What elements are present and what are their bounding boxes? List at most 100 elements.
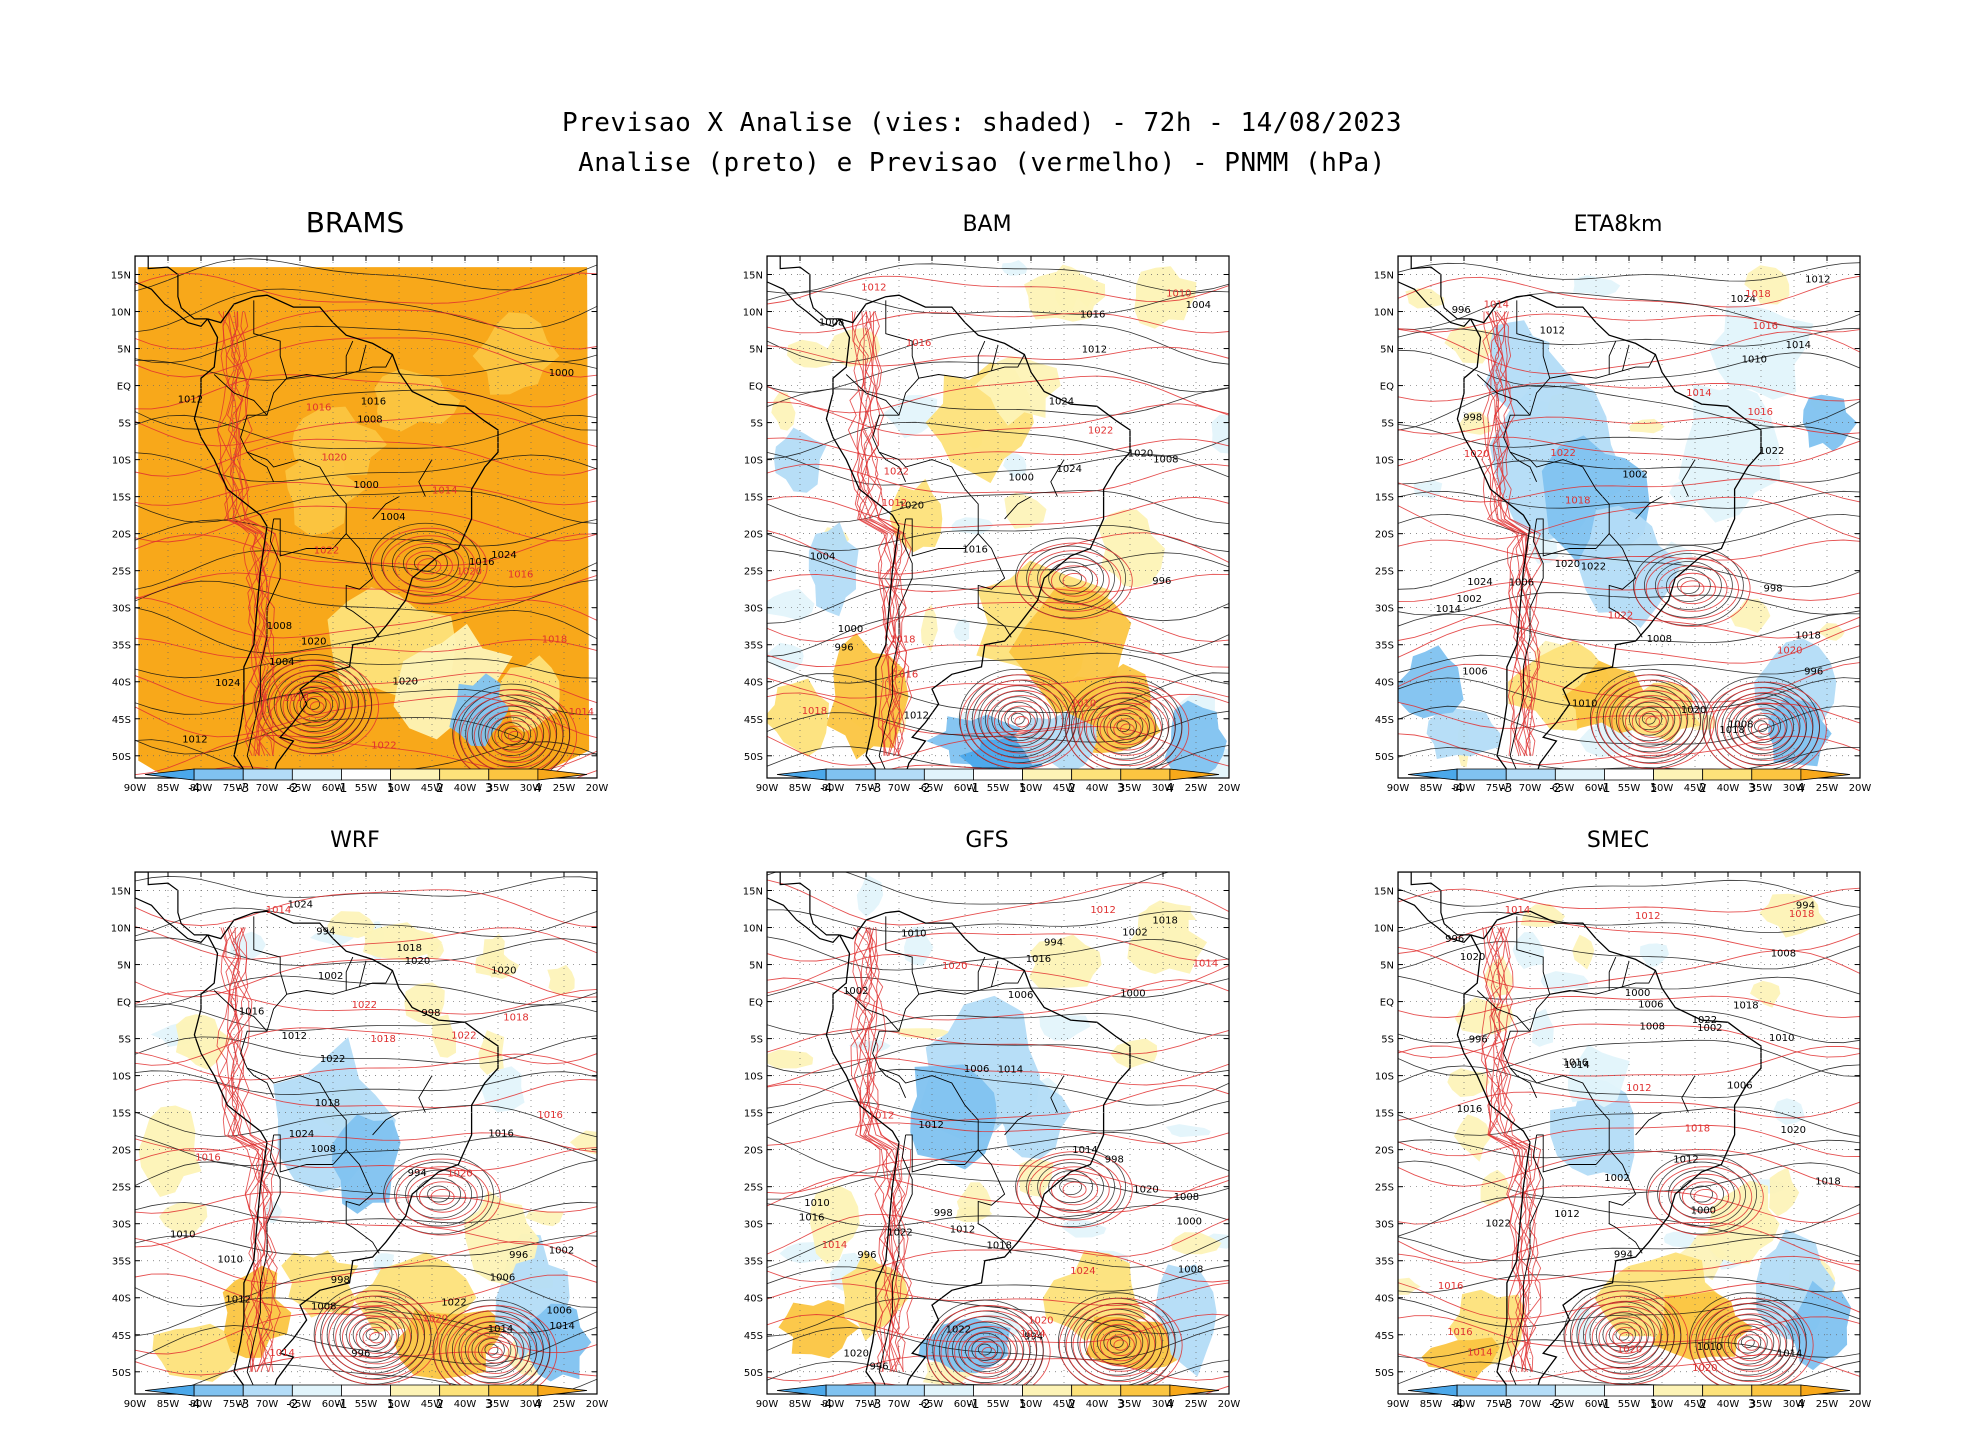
panel-title: BRAMS [305,206,405,239]
contour-label: 1014 [266,905,291,916]
lon-tick-label: 80W [822,1399,845,1410]
lon-tick-label: 45W [1684,783,1707,794]
lat-tick-label: 15N [111,887,131,898]
lat-tick-label: 50S [1375,752,1394,763]
contour-label: 1000 [838,624,863,635]
lon-tick-label: 40W [454,783,477,794]
colorbar-segment [488,768,539,781]
contour-label: 1012 [1805,275,1830,286]
lon-tick-label: 55W [987,783,1010,794]
colorbar-label: 1 [387,1397,395,1411]
contour-label: 1024 [1070,1266,1095,1277]
contour-label: 996 [1804,666,1823,677]
lon-tick-label: 90W [756,783,779,794]
lat-tick-label: 30S [1375,604,1394,615]
contour-label: 1014 [1484,300,1509,311]
colorbar-segment [1702,1384,1753,1397]
contour-label: 1006 [1727,1081,1752,1092]
lon-tick-label: 90W [756,1399,779,1410]
lat-tick-label: 40S [744,678,763,689]
colorbar-segment [776,1384,827,1397]
colorbar-label: 3 [485,1397,493,1411]
contour-label: 1018 [802,706,827,717]
colorbar-segment [1751,768,1802,781]
colorbar-label: 4 [1166,781,1174,795]
colorbar-label: -3 [869,1397,881,1411]
colorbar: -4 -3 -2 -1 1 2 3 4 [1407,1384,1851,1411]
colorbar: -4 -3 -2 -1 1 2 3 4 [144,768,588,795]
lon-tick-label: 30W [520,783,543,794]
colorbar-label: 1 [387,781,395,795]
contour-label: 998 [934,1208,953,1219]
contour-label: 1022 [1088,425,1113,436]
lon-tick-label: 80W [1453,783,1476,794]
lat-tick-label: 50S [744,752,763,763]
colorbar-segment [341,1384,391,1397]
colorbar-label: -4 [1451,781,1463,795]
lon-tick-label: 60W [1585,1399,1608,1410]
contour-label: 1018 [284,693,309,704]
colorbar-segment [1022,768,1073,781]
lat-tick-label: 50S [112,1368,131,1379]
map-field: 1012 1012 1010 1010 1014 1014 1016 1016 1018 1018… [135,872,597,1394]
contour-label: 1024 [491,550,516,561]
contour-label: 1020 [899,500,924,511]
lat-tick-label: 15N [743,271,763,282]
lat-tick-label: 5N [117,345,131,356]
colorbar-segment [193,768,244,781]
colorbar-label: -2 [918,1397,930,1411]
colorbar-label: -3 [237,1397,249,1411]
lon-tick-label: 35W [1119,783,1142,794]
lon-tick-label: 45W [421,783,444,794]
contour-label: 1008 [311,1302,336,1313]
lat-tick-label: 25S [112,567,131,578]
colorbar-segment [537,1384,588,1397]
contour-label: 1010 [1697,1342,1722,1353]
colorbar-label: 1 [1650,1397,1658,1411]
contour-label: 998 [1463,413,1482,424]
contour-label: 996 [835,642,854,653]
colorbar-segment [1800,768,1851,781]
lat-tick-label: 25S [1375,567,1394,578]
contour-label: 1016 [195,1152,220,1163]
panel-title: SMEC [1586,828,1650,853]
lat-tick-label: 15S [1375,493,1394,504]
contour-label: 1000 [1691,1206,1716,1217]
contour-label: 998 [421,1008,440,1019]
lat-tick-label: 35S [1375,641,1394,652]
map-eta8km: 1012 1012 1010 1010 1014 1014 1018 1018 1020 1020… [1374,255,1871,794]
lon-tick-label: 50W [1651,783,1674,794]
contour-label: 1024 [215,678,240,689]
colorbar-segment [923,768,974,781]
contour-label: 1022 [320,1054,345,1065]
lat-tick-label: EQ [117,382,131,393]
contour-label: 996 [1452,305,1471,316]
contour-label: 1016 [488,1128,513,1139]
map-gfs: 1012 1012 1014 1014 1016 1016 1018 1018 1020 1020… [743,871,1240,1410]
lat-tick-label: 15S [744,1109,763,1120]
contour-label: 1016 [1447,1327,1472,1338]
figure-subtitle: Analise (preto) e Previsao (vermelho) - … [578,148,1386,178]
lon-tick-label: 25W [553,783,576,794]
contour-label: 1022 [1608,610,1633,621]
colorbar-segment [923,1384,974,1397]
colorbar-label: -2 [286,781,298,795]
contour-label: 1008 [311,1144,336,1155]
contour-label: 1014 [1564,1060,1589,1071]
colorbar-label: 1 [1019,781,1027,795]
contour-label: 1016 [1438,1281,1463,1292]
colorbar-label: 4 [534,781,542,795]
lon-tick-label: 45W [1053,1399,1076,1410]
contour-label: 1018 [503,1013,528,1024]
contour-label: 1020 [1692,1363,1717,1374]
lon-tick-label: 35W [1119,1399,1142,1410]
colorbar-segment [1120,1384,1171,1397]
lon-tick-label: 45W [1053,783,1076,794]
colorbar-segment [1169,1384,1220,1397]
lat-tick-label: 45S [112,1331,131,1342]
contour-label: 1008 [1640,1021,1665,1032]
contour-label: 1016 [306,403,331,414]
colorbar-segment [193,1384,244,1397]
map-field: 1012 1012 1010 1010 1014 1014 1018 1018 1020 1020… [1398,256,1860,778]
lat-tick-label: 50S [744,1368,763,1379]
